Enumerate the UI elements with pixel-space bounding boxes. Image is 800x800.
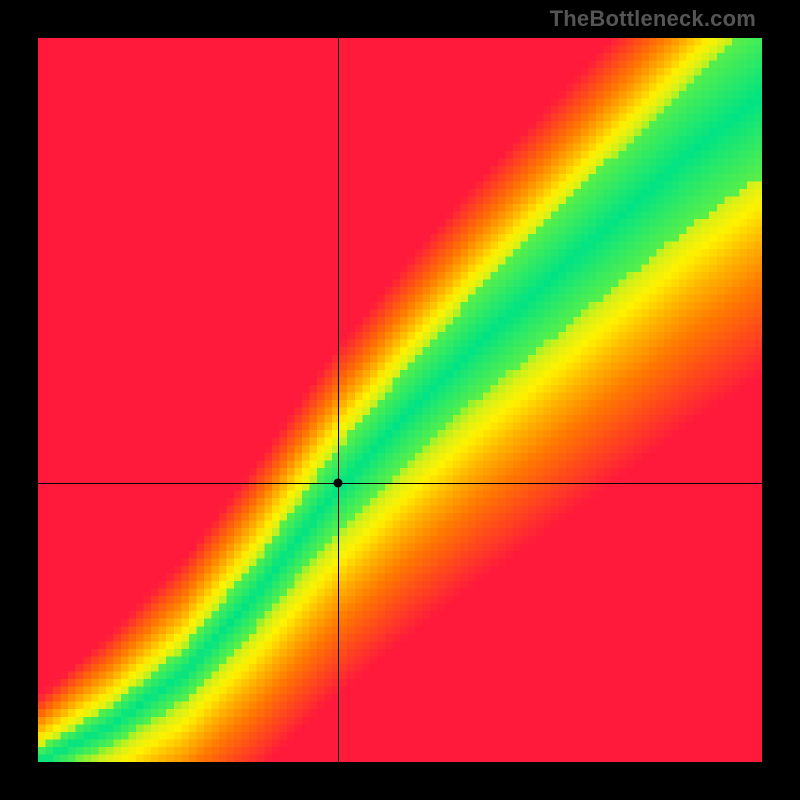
heatmap-plot-area [38, 38, 762, 762]
watermark-text: TheBottleneck.com [550, 6, 756, 32]
page-root: TheBottleneck.com [0, 0, 800, 800]
bottleneck-heatmap-canvas [38, 38, 762, 762]
crosshair-marker[interactable] [333, 479, 342, 488]
crosshair-vertical [338, 38, 339, 762]
crosshair-horizontal [38, 483, 762, 484]
